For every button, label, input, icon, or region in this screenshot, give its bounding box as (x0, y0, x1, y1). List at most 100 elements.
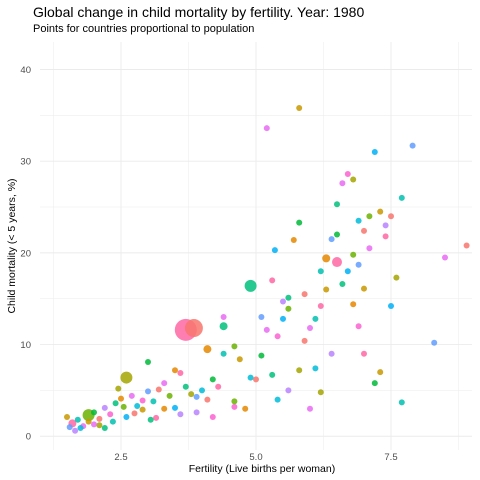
data-point (280, 298, 286, 305)
data-point (253, 376, 259, 383)
data-point (409, 142, 416, 149)
data-point (219, 322, 228, 331)
data-point (263, 125, 270, 132)
data-points (64, 105, 470, 434)
data-point (193, 393, 200, 400)
data-point (463, 242, 470, 249)
data-point (328, 350, 335, 357)
data-point (109, 418, 116, 425)
data-point (296, 105, 303, 112)
data-point (377, 369, 384, 376)
x-tick-label: 2.5 (114, 452, 127, 463)
data-point (285, 387, 292, 394)
data-point (290, 237, 297, 244)
data-point (184, 319, 203, 338)
data-point (317, 268, 324, 275)
data-point (64, 413, 70, 420)
data-point (269, 371, 276, 378)
data-point (215, 383, 222, 390)
data-point (285, 294, 292, 301)
data-point (334, 231, 340, 238)
x-tick-label: 5.0 (249, 452, 262, 463)
data-point (115, 385, 122, 392)
chart-subtitle: Points for countries proportional to pop… (33, 23, 255, 35)
data-point (66, 424, 73, 431)
data-point (161, 405, 168, 412)
data-point (145, 358, 151, 365)
data-point (312, 365, 319, 372)
data-point (91, 409, 97, 416)
data-point (209, 413, 216, 420)
data-point (371, 149, 378, 156)
data-point (388, 303, 394, 310)
data-point (317, 389, 324, 396)
y-tick-label: 10 (20, 340, 31, 351)
x-axis-title: Fertility (Live births per woman) (189, 463, 335, 475)
data-point (361, 227, 367, 234)
data-point (155, 386, 162, 393)
data-point (77, 424, 84, 431)
data-point (366, 245, 373, 252)
x-tick-labels: 2.5 5.0 7.5 (114, 452, 397, 463)
y-tick-label: 20 (20, 248, 31, 259)
data-point (247, 374, 254, 381)
data-point (271, 247, 278, 254)
data-point (150, 398, 157, 405)
data-point (317, 303, 324, 310)
data-point (258, 314, 265, 321)
y-axis-title: Child mortality (< 5 years, %) (6, 178, 18, 313)
data-point (147, 416, 154, 423)
y-tick-label: 0 (26, 432, 31, 443)
data-point (350, 301, 357, 308)
data-point (344, 268, 351, 275)
data-point (301, 337, 308, 344)
data-point (91, 421, 97, 428)
data-point (280, 315, 286, 322)
data-point (328, 236, 335, 243)
data-point (120, 403, 127, 410)
data-point (131, 410, 138, 417)
data-point (269, 277, 276, 284)
data-point (393, 274, 400, 281)
data-point (442, 254, 448, 261)
data-point (382, 233, 389, 240)
data-point (361, 350, 367, 357)
data-point (85, 418, 92, 425)
data-point (107, 411, 114, 418)
data-point (72, 427, 79, 434)
data-point (220, 314, 227, 321)
data-point (236, 356, 243, 363)
data-point (123, 413, 130, 420)
data-point (96, 415, 103, 422)
y-tick-label: 40 (20, 65, 31, 76)
data-point (263, 326, 270, 333)
data-point (120, 371, 133, 384)
data-point (398, 399, 405, 406)
data-point (431, 339, 438, 346)
data-point (166, 392, 173, 399)
data-point (172, 367, 178, 374)
data-point (301, 291, 308, 298)
data-point (322, 254, 331, 263)
data-point (220, 350, 227, 357)
data-point (153, 414, 160, 421)
data-point (188, 391, 195, 398)
data-point (355, 323, 362, 330)
data-point (398, 194, 405, 201)
data-point (350, 251, 357, 258)
x-tick-label: 7.5 (384, 452, 397, 463)
data-point (344, 171, 351, 178)
data-point (274, 333, 281, 340)
y-tick-label: 30 (20, 157, 31, 168)
data-point (231, 403, 238, 410)
data-point (388, 213, 394, 220)
data-point (334, 201, 340, 208)
data-point (96, 422, 103, 429)
data-point (296, 367, 303, 374)
data-point (350, 176, 357, 183)
data-point (332, 257, 342, 268)
data-point (355, 217, 362, 224)
data-point (177, 411, 184, 418)
data-point (323, 286, 330, 293)
